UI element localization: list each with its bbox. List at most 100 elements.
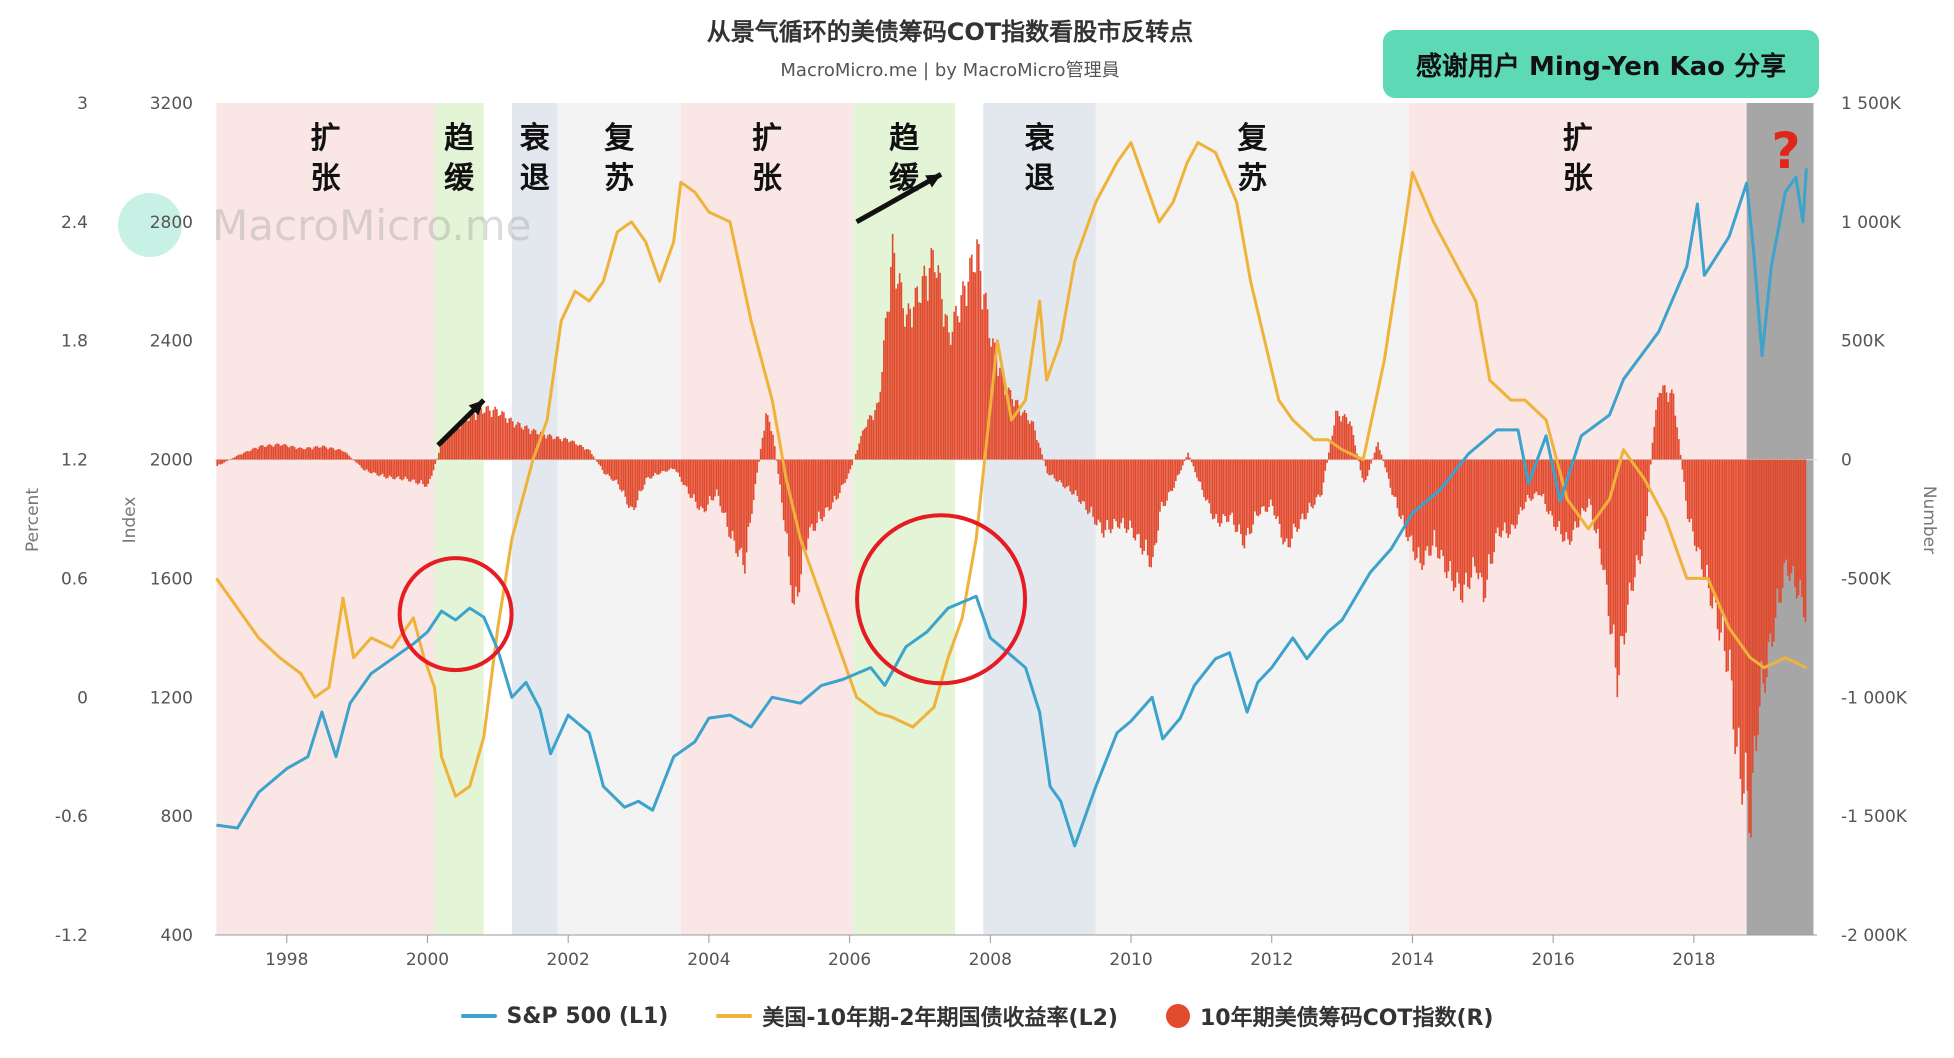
cot-bar-673 [1400, 459, 1402, 519]
cot-bar-2 [219, 459, 222, 465]
y-tick-index-1: 2800 [150, 213, 193, 233]
cot-bar-447 [1002, 378, 1005, 460]
cot-bar-331 [798, 459, 801, 593]
cot-bar-349 [830, 459, 832, 510]
cot-bar-637 [1336, 410, 1339, 460]
cot-bar-715 [1474, 459, 1476, 567]
cot-bar-783 [1593, 459, 1596, 531]
cot-bar-426 [965, 306, 968, 460]
legend-swatch-cot [1165, 1004, 1190, 1028]
cot-bar-882 [1767, 459, 1770, 643]
thanks-badge: 感谢用户 Ming-Yen Kao 分享 [1383, 30, 1819, 98]
x-tick-label-2000: 2000 [406, 950, 449, 970]
cot-bar-816 [1651, 442, 1654, 460]
cot-bar-803 [1628, 459, 1631, 583]
cot-bar-90 [374, 459, 377, 473]
cot-bar-702 [1451, 459, 1453, 581]
phase-band-0 [216, 103, 435, 935]
cot-bar-304 [751, 459, 753, 514]
cot-bar-264 [680, 459, 683, 482]
cot-bar-519 [1129, 459, 1131, 521]
chart-subtitle: MacroMicro.me | by MacroMicro管理員 [780, 60, 1120, 81]
cot-bar-703 [1452, 459, 1455, 592]
cot-bar-766 [1563, 459, 1566, 541]
cot-bar-873 [1751, 459, 1754, 773]
cot-bar-386 [895, 288, 897, 460]
cot-bar-450 [1007, 387, 1010, 460]
cot-bar-736 [1510, 459, 1513, 525]
cot-bar-730 [1500, 459, 1502, 538]
cot-bar-782 [1591, 459, 1594, 520]
cot-bar-537 [1160, 459, 1163, 502]
cot-bar-530 [1148, 459, 1151, 567]
cot-bar-56 [314, 446, 317, 460]
cot-bar-355 [840, 459, 843, 486]
legend-item-spread[interactable]: 美国-10年期-2年期国债收益率(L2) [716, 1000, 1118, 1032]
cot-bar-503 [1101, 459, 1103, 534]
cot-bar-644 [1349, 421, 1351, 460]
cot-bar-382 [888, 311, 890, 460]
cot-bar-6 [226, 459, 229, 461]
cot-bar-420 [955, 305, 957, 460]
cot-bar-144 [469, 413, 472, 460]
cot-bar-130 [445, 439, 447, 460]
cot-bar-403 [925, 275, 927, 460]
cot-bar-826 [1669, 392, 1671, 460]
cot-bar-238 [635, 459, 637, 508]
cot-bar-497 [1090, 459, 1093, 507]
cot-bar-504 [1102, 459, 1105, 538]
cot-bar-145 [471, 411, 474, 460]
cot-bar-668 [1391, 459, 1393, 495]
cot-bar-743 [1523, 459, 1525, 509]
cot-bar-149 [478, 407, 481, 460]
cot-bar-299 [742, 459, 744, 566]
y-tick-index-5: 1200 [150, 688, 193, 708]
cot-bar-711 [1466, 459, 1469, 587]
cot-bar-33 [274, 444, 277, 460]
cot-bar-748 [1532, 459, 1534, 500]
cot-bar-445 [999, 367, 1001, 460]
cot-bar-157 [492, 409, 495, 460]
cot-bar-779 [1586, 459, 1589, 508]
cot-bar-514 [1120, 459, 1123, 523]
cot-bar-242 [642, 459, 644, 490]
cot-bar-838 [1690, 459, 1692, 519]
cot-bar-870 [1746, 459, 1749, 791]
cot-bar-100 [392, 459, 394, 480]
cot-bar-397 [914, 287, 917, 460]
cot-bar-712 [1468, 459, 1471, 590]
cot-bar-660 [1377, 442, 1379, 460]
cot-bar-307 [756, 459, 758, 473]
cot-bar-245 [647, 459, 649, 478]
cot-bar-111 [411, 459, 414, 480]
cot-bar-286 [719, 459, 722, 507]
cot-bar-690 [1430, 459, 1432, 556]
cot-bar-862 [1732, 459, 1735, 730]
cot-bar-672 [1398, 459, 1400, 517]
cot-bar-819 [1656, 397, 1659, 460]
watermark-group: MacroMicro.me [118, 193, 532, 257]
cot-bar-474 [1050, 459, 1052, 476]
cot-bar-360 [849, 459, 852, 470]
cot-bar-831 [1678, 439, 1680, 460]
legend-item-sp500[interactable]: S&P 500 (L1) [460, 1000, 668, 1032]
cot-bar-707 [1459, 459, 1462, 601]
cot-bar-625 [1315, 459, 1318, 498]
cot-bar-22 [255, 447, 257, 460]
cot-bar-880 [1764, 459, 1766, 693]
legend-item-cot[interactable]: 10年期美债筹码COT指数(R) [1165, 1000, 1494, 1032]
cot-bar-511 [1115, 459, 1117, 522]
cot-bar-234 [627, 459, 630, 509]
cot-bar-820 [1658, 392, 1661, 460]
cot-bar-218 [599, 459, 602, 467]
cot-bar-513 [1118, 459, 1121, 529]
cot-bar-418 [951, 331, 954, 460]
phase-label-0-char-1: 张 [310, 161, 340, 196]
cot-bar-836 [1686, 459, 1689, 519]
cot-bar-190 [550, 435, 553, 460]
cot-bar-138 [459, 428, 461, 460]
phase-band-1 [434, 103, 484, 935]
cot-bar-833 [1681, 459, 1684, 470]
cot-bar-363 [854, 453, 857, 460]
cot-bar-704 [1454, 459, 1457, 588]
